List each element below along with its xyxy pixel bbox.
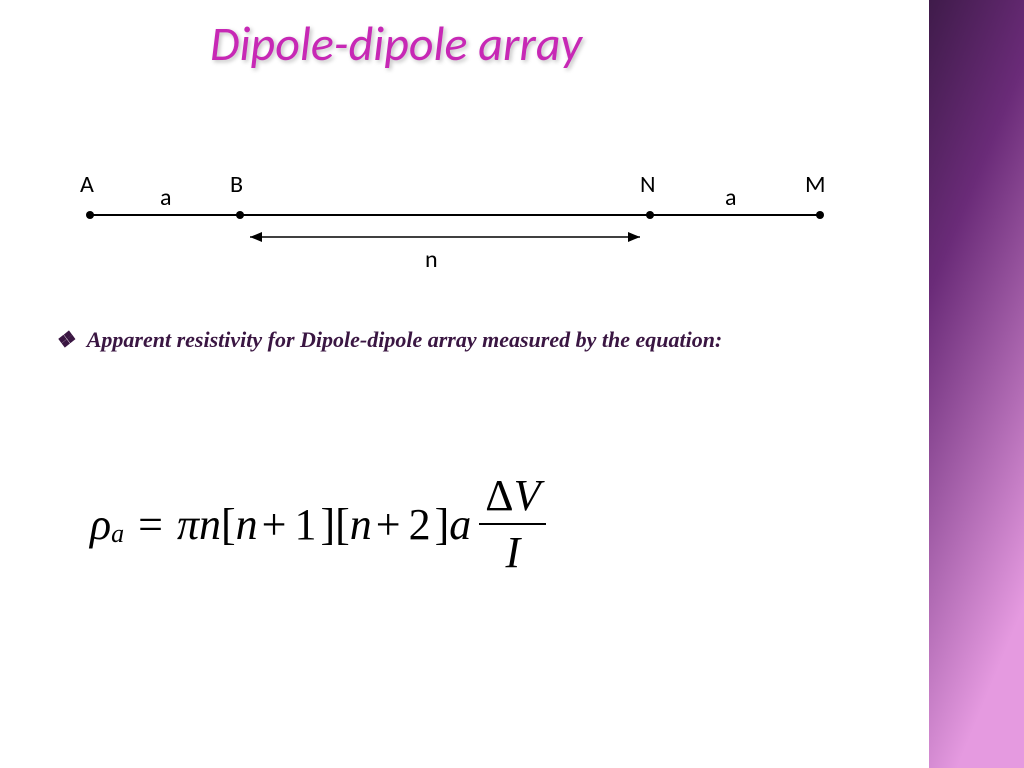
bullet-icon: ❖ [55, 327, 75, 352]
bullet-body: Apparent resistivity for Dipole-dipole a… [87, 327, 723, 352]
eq-lb1: [ [221, 499, 236, 550]
eq-lb2: [ [335, 499, 350, 550]
label-b: B [230, 170, 243, 199]
arrowhead-left-icon [250, 232, 262, 242]
eq-two: 2 [409, 499, 431, 550]
eq-term2n: n [350, 499, 372, 550]
eq-fraction: ΔV I [479, 470, 546, 578]
eq-numerator: ΔV [479, 470, 546, 525]
point-m [816, 211, 824, 219]
eq-pi: π [177, 499, 199, 550]
eq-rb1: ] [320, 499, 335, 550]
segment-label-a1: a [160, 183, 172, 212]
eq-denominator: I [506, 525, 521, 578]
side-accent-bar [929, 0, 1024, 768]
eq-sub-a: a [111, 519, 124, 549]
eq-delta: Δ [485, 471, 513, 520]
eq-one: 1 [294, 499, 316, 550]
label-m: M [805, 170, 826, 199]
bullet-line: ❖ Apparent resistivity for Dipole-dipole … [55, 325, 835, 356]
eq-rho: ρ [90, 499, 111, 550]
accent-gradient [929, 0, 1024, 768]
label-n: N [640, 170, 656, 199]
arrowhead-right-icon [628, 232, 640, 242]
eq-v: V [514, 471, 541, 520]
electrode-array-diagram: A B N M a a n [80, 165, 840, 285]
label-a: A [80, 170, 94, 199]
eq-n1: n [199, 499, 221, 550]
resistivity-equation: ρa = πn[n +1][n +2]a ΔV I [90, 470, 546, 578]
segment-label-a2: a [725, 183, 737, 212]
slide: Dipole-dipole array A B N M a a n ❖ Appar… [0, 0, 1024, 768]
eq-plus2: + [376, 499, 401, 550]
eq-equals: = [138, 499, 163, 550]
point-n [646, 211, 654, 219]
eq-acoef: a [449, 499, 471, 550]
eq-rb2: ] [435, 499, 450, 550]
point-a [86, 211, 94, 219]
slide-title: Dipole-dipole array [210, 18, 582, 71]
eq-term1n: n [236, 499, 258, 550]
n-label: n [425, 245, 438, 274]
point-b [236, 211, 244, 219]
eq-plus1: + [262, 499, 287, 550]
